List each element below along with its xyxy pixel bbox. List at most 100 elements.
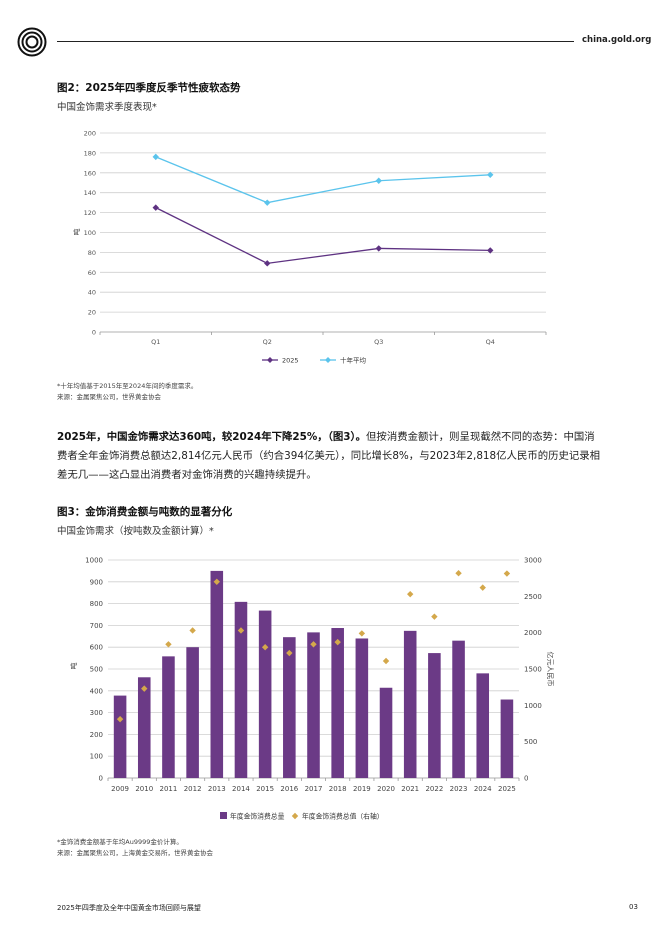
x-tick-label: 2023 <box>450 785 468 793</box>
x-tick-label: 2018 <box>329 785 347 793</box>
bar <box>137 677 151 778</box>
y-tick-label: 200 <box>84 130 96 138</box>
x-tick-label: 2012 <box>184 785 202 793</box>
y2-axis-label: 亿元人民币 <box>546 652 555 687</box>
y-tick-label: 20 <box>88 309 96 317</box>
data-point <box>375 245 382 252</box>
bar <box>452 640 465 778</box>
series-line <box>155 207 491 265</box>
y-tick-label: 160 <box>84 169 96 177</box>
x-tick-label: Q3 <box>374 338 383 346</box>
data-point <box>487 171 494 178</box>
x-tick-label: 2022 <box>425 785 443 793</box>
x-tick-label: 2014 <box>232 785 250 793</box>
x-tick-label: 2010 <box>135 785 153 793</box>
bar <box>210 570 224 778</box>
legend-label: 年度金饰消费总量 <box>230 812 285 821</box>
data-point <box>152 204 159 211</box>
legend: 年度金饰消费总量 年度金饰消费总值（右轴） <box>220 812 384 821</box>
y-tick-label: 180 <box>84 149 96 157</box>
x-tick-label: 2019 <box>353 785 371 793</box>
bar <box>428 653 441 778</box>
figure3-subtitle: 中国金饰需求（按吨数及金额计算）* <box>57 526 214 537</box>
x-tick-label: 2011 <box>160 785 178 793</box>
y-tick-label: 100 <box>84 229 96 237</box>
y2-tick-label: 1500 <box>524 666 542 674</box>
y-tick-label: 40 <box>88 289 96 297</box>
y-tick-label: 600 <box>90 644 103 652</box>
data-point <box>264 199 271 206</box>
footnote: *金饰消费金额基于年均Au9999金价计算。 <box>57 838 183 846</box>
bar <box>234 601 248 778</box>
bar <box>113 695 127 778</box>
bar <box>307 632 320 778</box>
site-url[interactable]: china.gold.org <box>582 35 652 45</box>
series-line <box>155 156 491 204</box>
data-point <box>407 590 414 598</box>
x-tick-label: 2021 <box>401 785 419 793</box>
y-tick-label: 1000 <box>85 557 103 565</box>
paragraph-lead: 2025年，中国金饰需求达360吨，较2024年下降25%，（图3）。 <box>57 431 367 443</box>
bar <box>355 638 369 778</box>
data-point <box>165 641 172 648</box>
legend-marker <box>267 357 273 363</box>
legend-swatch <box>220 812 227 819</box>
bar <box>283 637 296 778</box>
x-tick-label: 2009 <box>111 785 129 793</box>
body-paragraph: 2025年，中国金饰需求达360吨，较2024年下降25%，（图3）。但按消费金… <box>57 428 605 485</box>
footer-title: 2025年四季度及全年中国黄金市场回顾与展望 <box>57 904 201 912</box>
y-tick-label: 500 <box>90 666 103 674</box>
bar <box>331 628 344 778</box>
data-point <box>503 570 511 577</box>
y-tick-label: 900 <box>90 578 103 586</box>
header-rule <box>57 41 574 42</box>
y-tick-label: 60 <box>88 269 96 277</box>
data-point <box>455 570 462 577</box>
bar <box>403 630 417 778</box>
y-tick-label: 80 <box>88 249 96 257</box>
legend-label: 2025 <box>282 357 299 365</box>
y-axis-label: 吨 <box>72 229 81 236</box>
x-tick-label: Q2 <box>263 338 272 346</box>
legend-marker <box>291 812 299 820</box>
paragraph-body: 但按消费金额计，则呈现截然不同的态势：中国消费者全年金饰消费总额达2,814亿元… <box>57 431 601 481</box>
source-note: 来源：金属聚焦公司，世界黄金协会 <box>57 393 161 401</box>
figure3-notes: *金饰消费金额基于年均Au9999金价计算。 来源：金属聚焦公司，上海黄金交易所… <box>57 837 213 859</box>
legend-marker <box>325 357 331 363</box>
data-point <box>141 685 148 692</box>
x-tick-label: 2016 <box>280 785 298 793</box>
y-tick-label: 100 <box>90 753 103 761</box>
figure3-title: 图3：金饰消费金额与吨数的显著分化 <box>57 506 233 518</box>
y2-tick-label: 0 <box>524 775 528 783</box>
y2-tick-label: 1000 <box>524 702 542 710</box>
y-tick-label: 140 <box>84 189 96 197</box>
legend-label: 十年平均 <box>340 356 367 365</box>
bar <box>258 610 272 778</box>
y2-tick-label: 500 <box>524 738 537 746</box>
bar <box>162 656 175 778</box>
data-point <box>487 247 494 254</box>
data-point <box>152 153 159 161</box>
y2-tick-label: 2500 <box>524 593 542 601</box>
x-tick-label: 2024 <box>474 785 492 793</box>
y-tick-label: 300 <box>90 709 103 717</box>
page-number: 03 <box>629 903 638 911</box>
figure2-subtitle: 中国金饰需求季度表现* <box>57 102 157 113</box>
x-tick-label: 2013 <box>208 785 226 793</box>
x-tick-label: 2015 <box>256 785 274 793</box>
y-tick-label: 200 <box>90 731 103 739</box>
y-tick-label: 400 <box>90 687 103 695</box>
data-point <box>375 177 382 184</box>
logo-icon <box>17 27 47 57</box>
x-tick-label: 2017 <box>305 785 323 793</box>
x-tick-label: 2020 <box>377 785 395 793</box>
bar <box>379 687 393 778</box>
legend: 2025 十年平均 <box>262 356 367 365</box>
x-tick-label: 2025 <box>498 785 516 793</box>
data-point <box>358 630 366 637</box>
figure2-notes: *十年均值基于2015年至2024年间的季度需求。 来源：金属聚焦公司，世界黄金… <box>57 381 197 403</box>
y-tick-label: 0 <box>92 329 96 337</box>
x-tick-label: Q1 <box>151 338 160 346</box>
data-point <box>310 641 317 648</box>
y-tick-label: 700 <box>90 622 103 630</box>
